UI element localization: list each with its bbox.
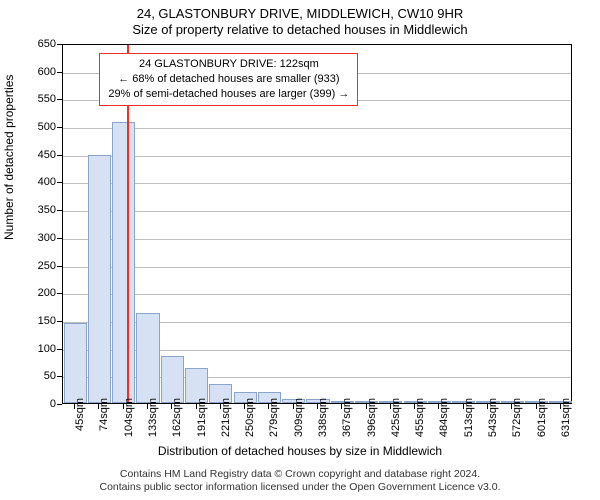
x-tick-label: 221sqm	[220, 398, 232, 437]
credit-line-1: Contains HM Land Registry data © Crown c…	[0, 468, 600, 481]
x-tick-label: 74sqm	[98, 398, 110, 431]
annotation-line: ← 68% of detached houses are smaller (93…	[108, 72, 349, 87]
y-tick-mark	[57, 349, 62, 350]
y-tick-mark	[57, 321, 62, 322]
y-tick-mark	[57, 155, 62, 156]
gridline-h	[63, 239, 571, 240]
y-tick-label: 300	[16, 232, 56, 244]
histogram-bar	[136, 313, 159, 403]
x-tick-label: 104sqm	[123, 398, 135, 437]
x-tick-label: 425sqm	[390, 398, 402, 437]
histogram-bar	[88, 155, 111, 403]
y-tick-label: 500	[16, 121, 56, 133]
y-tick-mark	[57, 127, 62, 128]
y-tick-mark	[57, 99, 62, 100]
y-tick-label: 0	[16, 398, 56, 410]
credit-block: Contains HM Land Registry data © Crown c…	[0, 468, 600, 494]
y-tick-mark	[57, 182, 62, 183]
histogram-bar	[64, 323, 87, 403]
x-tick-label: 543sqm	[487, 398, 499, 437]
gridline-h	[63, 156, 571, 157]
x-tick-label: 338sqm	[317, 398, 329, 437]
annotation-line: 29% of semi-detached houses are larger (…	[108, 87, 349, 102]
y-tick-mark	[57, 210, 62, 211]
y-tick-label: 350	[16, 204, 56, 216]
histogram-bar	[112, 122, 135, 403]
y-tick-mark	[57, 238, 62, 239]
annotation-line: 24 GLASTONBURY DRIVE: 122sqm	[108, 57, 349, 72]
page-subtitle: Size of property relative to detached ho…	[0, 22, 600, 37]
y-tick-label: 200	[16, 287, 56, 299]
y-tick-label: 150	[16, 315, 56, 327]
y-tick-mark	[57, 376, 62, 377]
y-tick-mark	[57, 44, 62, 45]
x-tick-label: 396sqm	[366, 398, 378, 437]
x-tick-label: 45sqm	[74, 398, 86, 431]
y-tick-mark	[57, 266, 62, 267]
y-tick-label: 550	[16, 93, 56, 105]
x-tick-label: 279sqm	[268, 398, 280, 437]
x-tick-label: 631sqm	[560, 398, 572, 437]
y-tick-label: 100	[16, 343, 56, 355]
y-tick-label: 450	[16, 149, 56, 161]
gridline-h	[63, 294, 571, 295]
y-tick-mark	[57, 72, 62, 73]
x-tick-label: 601sqm	[536, 398, 548, 437]
credit-line-2: Contains public sector information licen…	[0, 481, 600, 494]
y-tick-mark	[57, 293, 62, 294]
x-axis-label: Distribution of detached houses by size …	[0, 444, 600, 458]
gridline-h	[63, 183, 571, 184]
y-tick-label: 50	[16, 370, 56, 382]
gridline-h	[63, 211, 571, 212]
gridline-h	[63, 128, 571, 129]
x-tick-label: 309sqm	[293, 398, 305, 437]
x-tick-label: 162sqm	[171, 398, 183, 437]
plot-area: 24 GLASTONBURY DRIVE: 122sqm← 68% of det…	[62, 44, 572, 404]
y-axis-label: Number of detached properties	[2, 75, 16, 240]
y-tick-label: 250	[16, 260, 56, 272]
x-tick-label: 572sqm	[511, 398, 523, 437]
x-tick-label: 367sqm	[341, 398, 353, 437]
page-title: 24, GLASTONBURY DRIVE, MIDDLEWICH, CW10 …	[0, 6, 600, 21]
y-tick-label: 650	[16, 38, 56, 50]
x-tick-label: 513sqm	[463, 398, 475, 437]
gridline-h	[63, 267, 571, 268]
x-tick-label: 133sqm	[147, 398, 159, 437]
y-tick-label: 400	[16, 176, 56, 188]
x-tick-label: 455sqm	[414, 398, 426, 437]
chart-plot: 24 GLASTONBURY DRIVE: 122sqm← 68% of det…	[62, 44, 572, 404]
x-tick-label: 191sqm	[196, 398, 208, 437]
page-root: 24, GLASTONBURY DRIVE, MIDDLEWICH, CW10 …	[0, 0, 600, 500]
x-tick-label: 484sqm	[438, 398, 450, 437]
annotation-box: 24 GLASTONBURY DRIVE: 122sqm← 68% of det…	[99, 53, 358, 106]
x-tick-label: 250sqm	[244, 398, 256, 437]
y-tick-mark	[57, 404, 62, 405]
y-tick-label: 600	[16, 66, 56, 78]
histogram-bar	[161, 356, 184, 403]
